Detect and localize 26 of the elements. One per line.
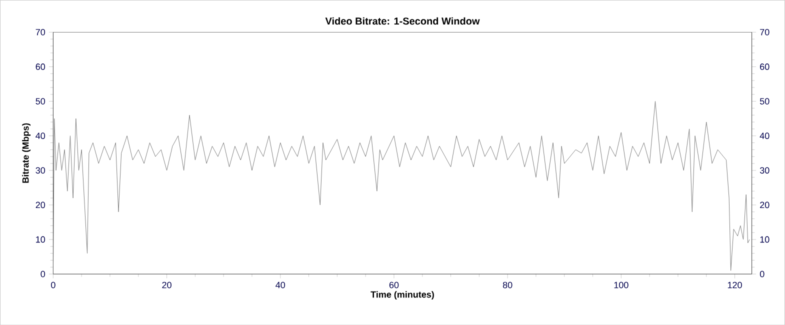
x-tick-label: 60 bbox=[389, 282, 399, 288]
x-tick-label: 20 bbox=[162, 282, 172, 288]
y-tick-label: 10 bbox=[36, 236, 46, 243]
x-tick-label: 120 bbox=[728, 282, 742, 288]
y2-tick-label: 70 bbox=[760, 28, 770, 36]
x-tick-label: 80 bbox=[502, 282, 512, 288]
chart-title: Video Bitrate: 1-Second Window bbox=[325, 17, 480, 25]
y-axis-title: Bitrate (Mbps) bbox=[22, 123, 31, 183]
y2-tick-label: 10 bbox=[760, 236, 770, 243]
y2-tick-label: 0 bbox=[760, 270, 764, 278]
y-tick-label: 70 bbox=[36, 28, 46, 36]
y-tick-label: 20 bbox=[36, 202, 46, 208]
y2-tick-label: 30 bbox=[760, 167, 770, 174]
y2-tick-label: 60 bbox=[760, 63, 770, 70]
y-tick-label: 40 bbox=[36, 132, 46, 139]
x-tick-label: 100 bbox=[614, 282, 628, 288]
y2-tick-label: 40 bbox=[760, 132, 770, 139]
x-axis-title: Time (minutes) bbox=[370, 290, 434, 300]
y-tick-label: 30 bbox=[36, 167, 46, 174]
y-tick-label: 50 bbox=[36, 98, 46, 104]
y-tick-label: 60 bbox=[36, 63, 46, 70]
y2-tick-label: 50 bbox=[760, 98, 770, 104]
y-tick-label: 0 bbox=[40, 270, 46, 278]
x-tick-label: 40 bbox=[276, 282, 286, 288]
y2-tick-label: 20 bbox=[760, 202, 770, 208]
x-tick-label: 0 bbox=[51, 282, 56, 288]
